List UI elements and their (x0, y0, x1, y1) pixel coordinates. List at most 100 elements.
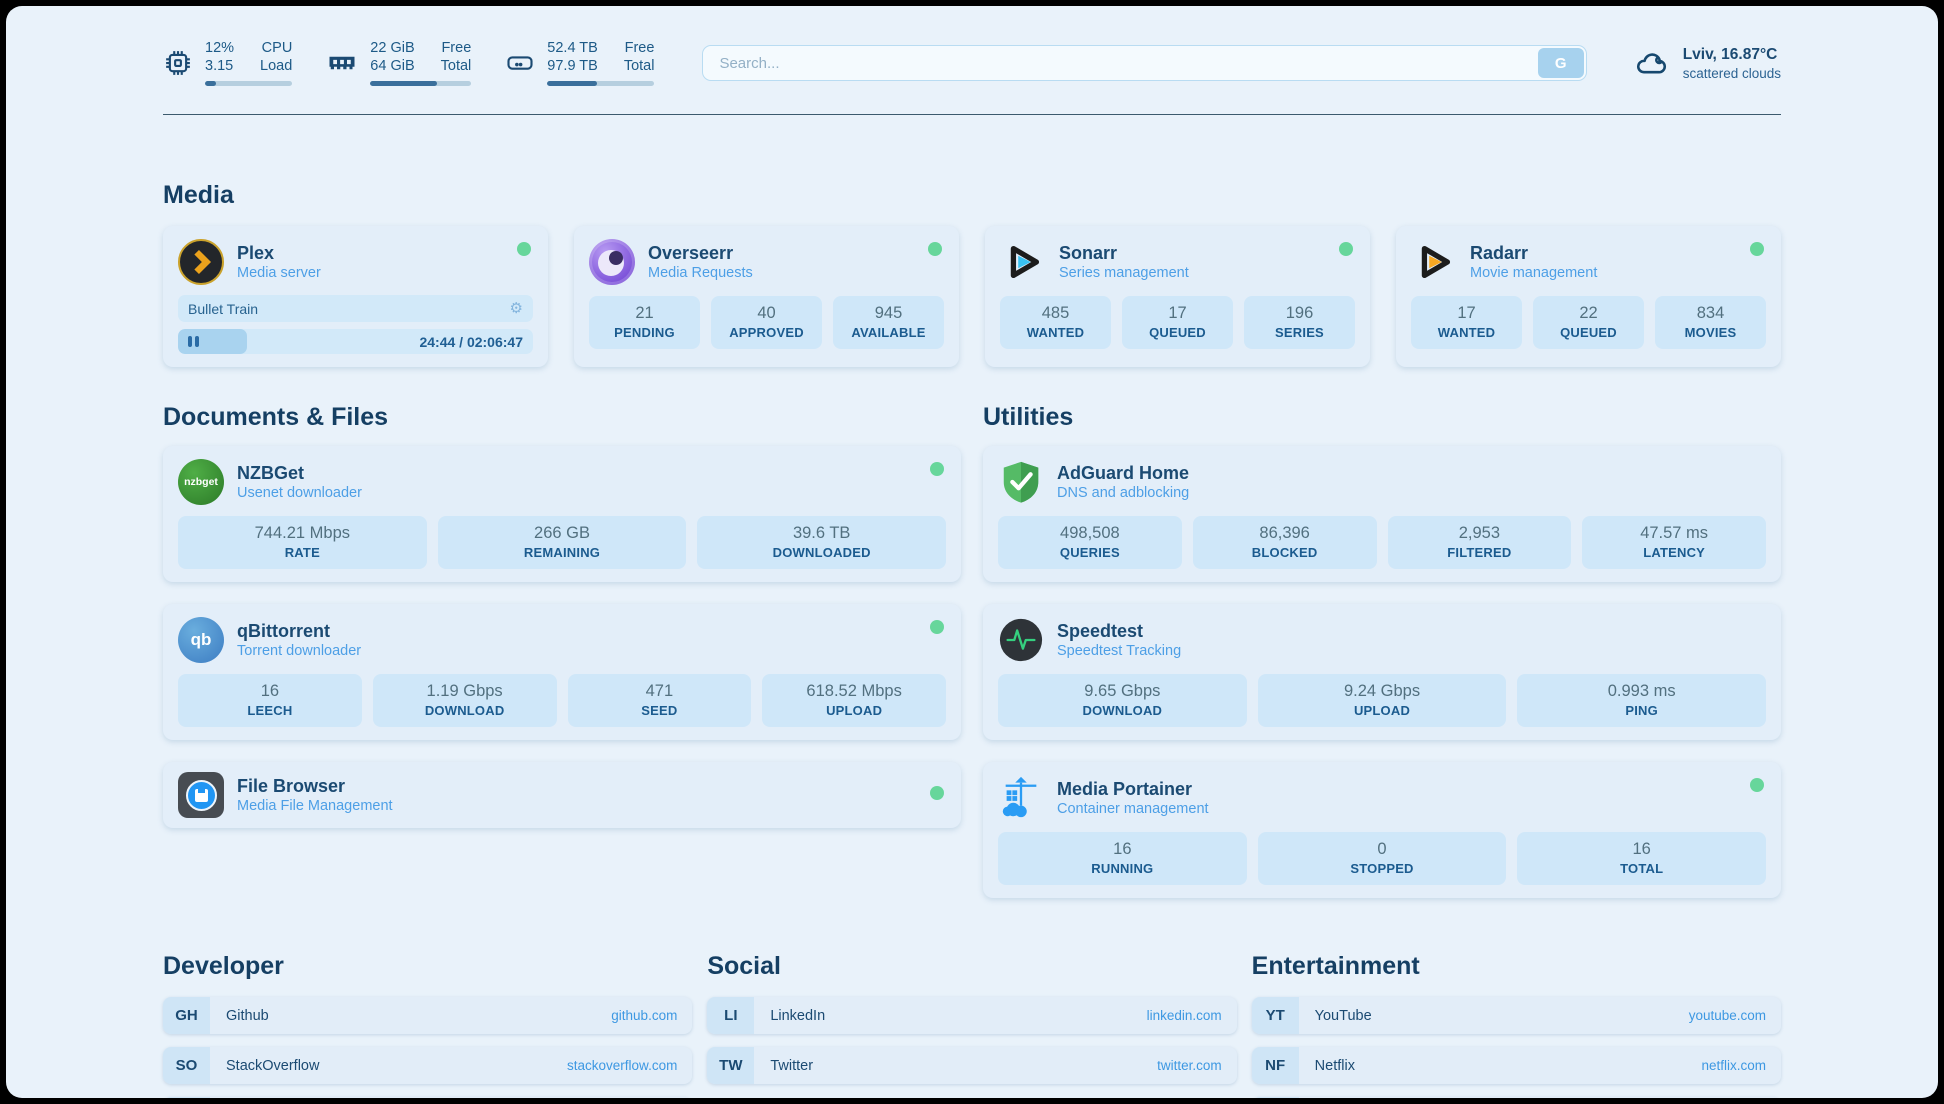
stat-downloaded: 39.6 TB DOWNLOADED (697, 516, 947, 569)
bookmarks-social: Social LI LinkedIn linkedin.com TW Twitt… (707, 952, 1237, 1098)
bookmark-url: youtube.com (1688, 1008, 1766, 1023)
radarr-icon (1411, 239, 1457, 285)
stat-latency: 47.57 ms LATENCY (1582, 516, 1766, 569)
utilities-column: AdGuard Home DNS and adblocking 498,508 Q… (983, 446, 1781, 898)
memory-monitor: 22 GiB Free 64 GiB Total (326, 40, 472, 86)
app-subtitle: Media File Management (237, 797, 393, 814)
app-card-qbittorrent[interactable]: qb qBittorrent Torrent downloader 16 LEEC… (163, 604, 961, 740)
playback-time: 24:44 / 02:06:47 (419, 333, 523, 350)
search-input[interactable] (702, 45, 1587, 81)
bookmark-dev[interactable]: DT DEV dev.to (163, 1097, 693, 1098)
app-subtitle: DNS and adblocking (1057, 484, 1190, 501)
app-subtitle: Series management (1059, 264, 1189, 281)
cpu-load-label: Load (260, 58, 293, 74)
bookmark-abbr: TW (707, 1047, 755, 1084)
cloud-icon (1636, 53, 1666, 74)
app-subtitle: Media Requests (648, 264, 753, 281)
bookmark-github[interactable]: GH Github github.com (163, 997, 693, 1034)
bookmark-youtube[interactable]: YT YouTube youtube.com (1251, 997, 1781, 1034)
pause-icon[interactable] (188, 336, 199, 347)
memory-total-label: Total (440, 58, 472, 74)
app-card-nzbget[interactable]: nzbget NZBGet Usenet downloader 744.21 M… (163, 446, 961, 582)
memory-free-label: Free (441, 40, 472, 56)
stat-upload: 9.24 Gbps UPLOAD (1257, 674, 1507, 727)
section-title-social: Social (707, 952, 781, 980)
section-title-utilities: Utilities (983, 403, 1074, 431)
cpu-label: CPU (261, 40, 293, 56)
portainer-icon (998, 775, 1044, 821)
stat-approved: 40 APPROVED (711, 296, 822, 349)
status-dot (517, 242, 531, 256)
bookmark-url: github.com (611, 1008, 678, 1023)
playback-progress-bar[interactable]: 24:44 / 02:06:47 (178, 329, 533, 354)
stat-filtered: 2,953 FILTERED (1387, 516, 1572, 569)
status-dot (1750, 778, 1764, 792)
status-dot (1750, 242, 1764, 256)
app-subtitle: Torrent downloader (237, 642, 362, 659)
search-bar: G (702, 45, 1587, 81)
cpu-chip-icon (166, 51, 190, 75)
app-card-overseerr[interactable]: Overseerr Media Requests 21 PENDING 40 APP… (574, 226, 959, 367)
stat-ping: 0.993 ms PING (1517, 674, 1767, 727)
stat-download: 1.19 Gbps DOWNLOAD (372, 674, 557, 727)
app-name: Plex (237, 242, 275, 263)
section-title-entertainment: Entertainment (1251, 952, 1420, 980)
stat-series: 196 SERIES (1244, 296, 1355, 349)
bookmark-name: StackOverflow (226, 1057, 320, 1074)
disk-free-label: Free (624, 40, 655, 56)
search-engine-button[interactable]: G (1537, 48, 1584, 78)
speedtest-icon (998, 617, 1044, 663)
memory-free-value: 22 GiB (370, 40, 415, 56)
nzbget-icon: nzbget (178, 459, 224, 505)
bookmark-linkedin[interactable]: LI LinkedIn linkedin.com (707, 997, 1237, 1034)
app-name: Speedtest (1057, 620, 1144, 641)
cpu-monitor: 12% CPU 3.15 Load (163, 40, 293, 86)
overseerr-icon (589, 239, 635, 285)
app-card-radarr[interactable]: Radarr Movie management 17 WANTED 22 QUEUE… (1396, 226, 1781, 367)
app-subtitle: Container management (1057, 800, 1209, 817)
bookmark-stackoverflow[interactable]: SO StackOverflow stackoverflow.com (163, 1047, 693, 1084)
app-name: Radarr (1470, 242, 1529, 263)
bookmark-name: Github (226, 1007, 269, 1024)
app-card-portainer[interactable]: Media Portainer Container management 16 R… (983, 762, 1781, 898)
disk-total-label: Total (623, 58, 655, 74)
stat-available: 945 AVAILABLE (833, 296, 944, 349)
disk-free-value: 52.4 TB (547, 40, 598, 56)
bookmark-url: twitter.com (1157, 1058, 1222, 1073)
bookmark-abbr: SO (163, 1047, 210, 1084)
app-card-adguard[interactable]: AdGuard Home DNS and adblocking 498,508 Q… (983, 446, 1781, 582)
app-name: Media Portainer (1057, 778, 1193, 799)
bookmark-netflix[interactable]: NF Netflix netflix.com (1251, 1047, 1781, 1084)
app-card-speedtest[interactable]: Speedtest Speedtest Tracking 9.65 Gbps DO… (983, 604, 1781, 740)
app-name: AdGuard Home (1057, 462, 1190, 483)
bookmark-twitter[interactable]: TW Twitter twitter.com (707, 1047, 1237, 1084)
filebrowser-icon (178, 772, 224, 818)
app-card-filebrowser[interactable]: File Browser Media File Management (163, 762, 961, 828)
sonarr-icon (1000, 239, 1046, 285)
adguard-icon (998, 459, 1044, 505)
status-dot (930, 786, 944, 800)
section-title-media: Media (163, 181, 234, 209)
app-name: Sonarr (1059, 242, 1118, 263)
bookmark-name: Netflix (1314, 1057, 1355, 1074)
cpu-progress-bar (205, 81, 293, 86)
app-card-plex[interactable]: Plex Media server Bullet Train ⚙ 24:44 /… (163, 226, 548, 367)
app-name: NZBGet (237, 462, 304, 483)
section-title-documents: Documents & Files (163, 403, 389, 431)
bookmark-url: linkedin.com (1146, 1008, 1222, 1023)
app-card-sonarr[interactable]: Sonarr Series management 485 WANTED 17 QUE… (985, 226, 1370, 367)
bookmark-name: Twitter (770, 1057, 814, 1074)
bookmark-url: netflix.com (1701, 1058, 1766, 1073)
memory-total-value: 64 GiB (370, 58, 415, 74)
status-dot (930, 620, 944, 634)
stat-seed: 471 SEED (567, 674, 752, 727)
status-dot (1339, 242, 1353, 256)
documents-column: nzbget NZBGet Usenet downloader 744.21 M… (163, 446, 961, 828)
qbittorrent-icon: qb (178, 617, 224, 663)
app-subtitle: Media server (237, 264, 321, 281)
bookmark-reddit[interactable]: RE Reddit reddit.com (1251, 1097, 1781, 1098)
app-subtitle: Movie management (1470, 264, 1598, 281)
stat-queued: 22 QUEUED (1533, 296, 1644, 349)
top-bar: 12% CPU 3.15 Load 22 GiB Free 64 GiB Tot… (163, 34, 1781, 92)
settings-icon[interactable]: ⚙ (509, 300, 523, 317)
